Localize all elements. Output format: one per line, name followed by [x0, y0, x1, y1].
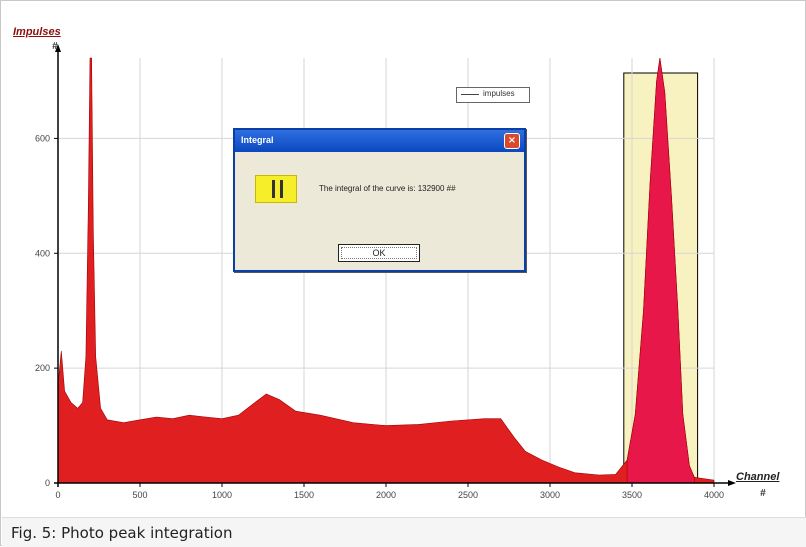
- x-axis-arrow: [728, 480, 736, 486]
- y-tick-label: 200: [35, 363, 50, 373]
- integral-dialog: Integral × The integral of the curve is:…: [233, 128, 526, 272]
- y-axis-unit: #: [52, 41, 58, 52]
- dialog-message: The integral of the curve is: 132900 ##: [319, 184, 456, 193]
- x-tick-label: 0: [55, 490, 60, 500]
- info-icon: [255, 175, 297, 203]
- legend-label: impulses: [483, 89, 515, 98]
- spectrum-chart: 0 500 1000 1500 2000 2500 3000 3500 4000 0 200 400 6…: [35, 44, 736, 500]
- y-tick-label: 600: [35, 133, 50, 143]
- x-axis-label: Channel: [736, 471, 780, 483]
- y-tick-label: 0: [45, 478, 50, 488]
- dialog-title: Integral: [241, 135, 274, 145]
- x-tick-label: 4000: [704, 490, 724, 500]
- x-tick-label: 3000: [540, 490, 560, 500]
- close-icon[interactable]: ×: [504, 133, 520, 149]
- x-axis-unit: #: [760, 488, 766, 499]
- x-tick-label: 2500: [458, 490, 478, 500]
- ok-button[interactable]: OK: [338, 244, 420, 262]
- chart-legend: impulses: [456, 87, 530, 103]
- legend-swatch: [461, 94, 479, 95]
- x-tick-label: 2000: [376, 490, 396, 500]
- dialog-titlebar[interactable]: Integral ×: [235, 130, 524, 152]
- y-tick-label: 400: [35, 248, 50, 258]
- x-tick-label: 3500: [622, 490, 642, 500]
- figure-caption: Fig. 5: Photo peak integration: [11, 524, 233, 542]
- x-tick-label: 1500: [294, 490, 314, 500]
- photo-peak-area: [626, 57, 695, 484]
- x-tick-label: 1000: [212, 490, 232, 500]
- y-axis-arrow: [55, 44, 61, 52]
- y-axis-label: Impulses: [13, 26, 61, 38]
- x-tick-label: 500: [132, 490, 147, 500]
- caption-bar: Fig. 5: Photo peak integration: [2, 517, 806, 547]
